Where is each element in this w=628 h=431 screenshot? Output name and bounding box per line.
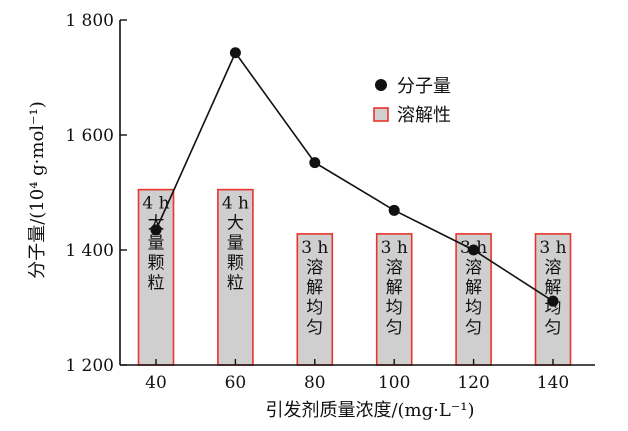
bar <box>375 233 413 366</box>
bar-label: 匀 <box>545 318 562 338</box>
bar <box>137 188 175 366</box>
bar-label: 4 h <box>142 194 169 214</box>
bar-label: 3 h <box>381 238 408 258</box>
bar-label: 解 <box>465 278 482 298</box>
x-tick-label: 60 <box>225 373 247 393</box>
bar-label: 解 <box>386 278 403 298</box>
bar-label: 解 <box>306 278 323 298</box>
x-tick-label: 40 <box>145 373 167 393</box>
data-point <box>309 157 321 169</box>
bar-label: 3 h <box>539 238 566 258</box>
bar-label: 溶 <box>465 258 482 278</box>
y-tick-label: 1 200 <box>65 356 114 376</box>
bar-label: 匀 <box>386 318 403 338</box>
bar-label: 颗 <box>227 254 244 274</box>
bar-label: 均 <box>386 298 403 318</box>
legend-marker-bar <box>373 107 389 122</box>
x-tick-label: 100 <box>378 373 410 393</box>
bar-label: 溶 <box>306 258 323 278</box>
legend-label: 分子量 <box>397 76 451 97</box>
bar <box>296 233 334 366</box>
bar-label: 匀 <box>306 318 323 338</box>
line-layer <box>150 47 559 307</box>
legend-label: 溶解性 <box>397 105 451 126</box>
y-tick-label: 1 400 <box>65 241 114 261</box>
legend-marker-dot <box>375 79 387 91</box>
y-tick-label: 1 800 <box>65 11 114 31</box>
bar-label: 溶 <box>545 258 562 278</box>
bar-label: 匀 <box>465 318 482 338</box>
bar-label: 粒 <box>148 274 165 294</box>
data-point <box>388 204 400 216</box>
y-axis-title: 分子量/(10⁴ g·mol⁻¹) <box>27 101 48 279</box>
x-tick-label: 120 <box>457 373 489 393</box>
bar-label: 量 <box>148 234 165 254</box>
axes-layer: 1 200 1 400 1 600 1 800 40 60 80 100 120 140 <box>65 11 595 393</box>
x-tick-label: 140 <box>537 373 569 393</box>
y-tick-label: 1 600 <box>65 126 114 146</box>
data-point <box>229 47 241 59</box>
bar-label: 颗 <box>148 254 165 274</box>
bar-label: 3 h <box>301 238 328 258</box>
data-point <box>150 224 162 236</box>
bar-label: 粒 <box>227 274 244 294</box>
data-point <box>468 244 480 256</box>
x-tick-label: 80 <box>304 373 326 393</box>
bar-label: 大 <box>227 214 244 234</box>
bar-label: 解 <box>545 278 562 298</box>
bar-label: 量 <box>227 234 244 254</box>
bar-label: 溶 <box>386 258 403 278</box>
bar-label: 均 <box>465 298 482 318</box>
data-point <box>547 295 559 307</box>
bar-label: 均 <box>306 298 323 318</box>
x-axis-title: 引发剂质量浓度/(mg·L⁻¹) <box>265 400 474 421</box>
bar-label: 4 h <box>222 194 249 214</box>
molecular-weight-line <box>155 51 554 302</box>
